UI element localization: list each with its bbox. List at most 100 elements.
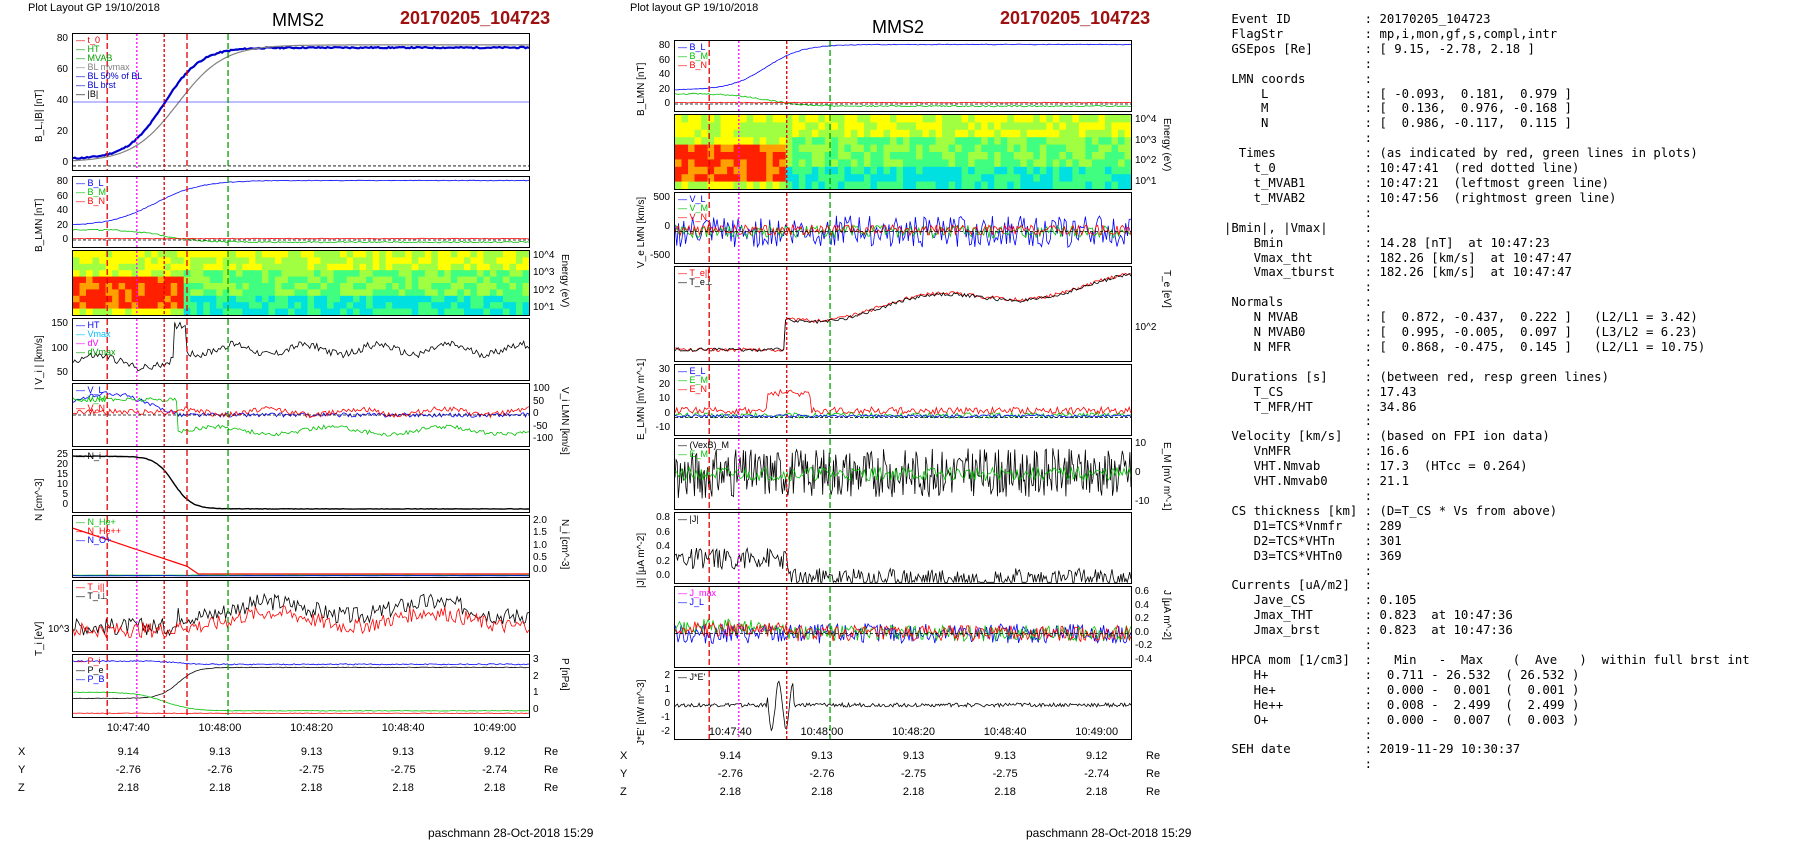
spectrogram-cell — [1033, 152, 1041, 160]
y-tick-label: 60 — [658, 54, 670, 66]
y-tick-label-right: -100 — [533, 433, 554, 444]
spectrogram-cell — [288, 283, 296, 290]
spectrogram-cell — [844, 166, 852, 175]
spectrogram-cell — [216, 289, 224, 297]
spectrogram-cell — [1072, 159, 1080, 168]
spectrogram-cell — [909, 152, 917, 160]
spectrogram-cell — [340, 251, 348, 258]
spectrogram-cell — [824, 115, 832, 123]
spectrogram-cell — [929, 129, 937, 138]
spectrogram-cell — [909, 159, 917, 168]
spectrogram-cell — [516, 302, 524, 310]
info-line: L : [ -0.093, 0.181, 0.979 ] — [1224, 86, 1572, 101]
spectrogram-cell — [961, 129, 969, 138]
spectrogram-cell — [727, 159, 735, 168]
y-tick-label: 2 — [664, 670, 670, 681]
spectrogram-cell — [294, 263, 302, 271]
spectrogram-cell — [955, 159, 963, 168]
spectrogram-cell — [1059, 181, 1067, 189]
spectrogram-cell — [444, 263, 452, 271]
spectrogram-cell — [935, 166, 943, 175]
spectrogram-cell — [811, 144, 819, 153]
spectrogram-cell — [346, 302, 354, 310]
spectrogram-cell — [255, 257, 263, 265]
spectrogram-cell — [151, 276, 159, 284]
spectrogram-cell — [896, 115, 904, 123]
spectrogram-cell — [811, 166, 819, 175]
spectrogram-cell — [792, 181, 800, 189]
spectrogram-cell — [496, 289, 504, 297]
spectrogram-cell — [805, 159, 813, 168]
spectrogram-cell — [444, 283, 452, 290]
spectrogram-cell — [346, 251, 354, 258]
spectrogram-cell — [294, 295, 302, 303]
spectrogram-cell — [496, 295, 504, 303]
spectrogram-cell — [1111, 137, 1119, 146]
spectrogram-cell — [398, 289, 406, 297]
spectrogram-cell — [392, 308, 400, 315]
spectrogram-cell — [1124, 144, 1131, 153]
series-line — [73, 228, 529, 244]
info-line: CS thickness [km] : (D=T_CS * Vs from ab… — [1224, 503, 1558, 518]
spectrogram-cell — [522, 251, 529, 258]
spectrogram-cell — [772, 174, 780, 183]
spectrogram-cell — [398, 257, 406, 265]
spectrogram-cell — [1065, 129, 1073, 138]
spectrogram-cell — [151, 283, 159, 290]
position-unit: Re — [544, 782, 559, 794]
left-header-small: Plot Layout GP 19/10/2018 — [28, 2, 160, 14]
spectrogram-cell — [359, 308, 367, 315]
spectrogram-cell — [288, 257, 296, 265]
spectrogram-cell — [411, 276, 419, 284]
spectrogram-cell — [489, 257, 497, 265]
spectrogram-cell — [340, 263, 348, 271]
spectrogram-cell — [798, 137, 806, 146]
spectrogram-cell — [125, 263, 133, 271]
spectrogram-cell — [86, 295, 94, 303]
spectrogram-cell — [785, 129, 793, 138]
y-tick-label: 0 — [62, 499, 68, 510]
spectrogram-cell — [392, 257, 400, 265]
spectrogram-cell — [177, 295, 185, 303]
spectrogram-cell — [857, 115, 865, 123]
spectrogram-cell — [890, 115, 898, 123]
spectrogram-cell — [457, 251, 465, 258]
spectrogram-cell — [281, 308, 289, 315]
spectrogram-cell — [876, 122, 884, 131]
spectrogram-cell — [1072, 144, 1080, 153]
spectrogram-cell — [405, 263, 413, 271]
spectrogram-cell — [746, 144, 754, 153]
spectrogram-cell — [229, 263, 237, 271]
spectrogram-cell — [489, 276, 497, 284]
spectrogram-cell — [1104, 129, 1112, 138]
y-tick-label: 0.0 — [656, 570, 670, 581]
y-tick-label: 20 — [658, 83, 670, 95]
spectrogram-cell — [229, 308, 237, 315]
legend-entry: — T_e|| — [678, 268, 710, 278]
spectrogram-cell — [863, 174, 871, 183]
spectrogram-cell — [288, 270, 296, 278]
panel-traces — [73, 251, 529, 315]
y-tick-label-right: 10^1 — [533, 302, 555, 313]
spectrogram-cell — [1085, 166, 1093, 175]
spectrogram-cell — [1046, 137, 1054, 146]
spectrogram-cell — [105, 283, 113, 290]
spectrogram-cell — [125, 251, 133, 258]
info-line: N MVAB : [ 0.872, -0.437, 0.222 ] (L2/L1… — [1224, 310, 1698, 325]
info-line: Jmax_THT : 0.823 at 10:47:36 — [1224, 608, 1513, 623]
spectrogram-cell — [470, 263, 478, 271]
spectrogram-cell — [916, 166, 924, 175]
y-tick-label: 0 — [664, 407, 670, 419]
spectrogram-cell — [411, 257, 419, 265]
spectrogram-cell — [1020, 166, 1028, 175]
spectrogram-cell — [125, 276, 133, 284]
spectrogram-cell — [772, 166, 780, 175]
spectrogram-cell — [372, 270, 380, 278]
spectrogram-cell — [183, 283, 191, 290]
spectrogram-cell — [281, 302, 289, 310]
spectrogram-cell — [418, 283, 426, 290]
panel-traces — [73, 177, 529, 247]
legend-entry: — MVAB — [76, 53, 113, 63]
spectrogram-cell — [392, 302, 400, 310]
spectrogram-cell — [994, 137, 1002, 146]
